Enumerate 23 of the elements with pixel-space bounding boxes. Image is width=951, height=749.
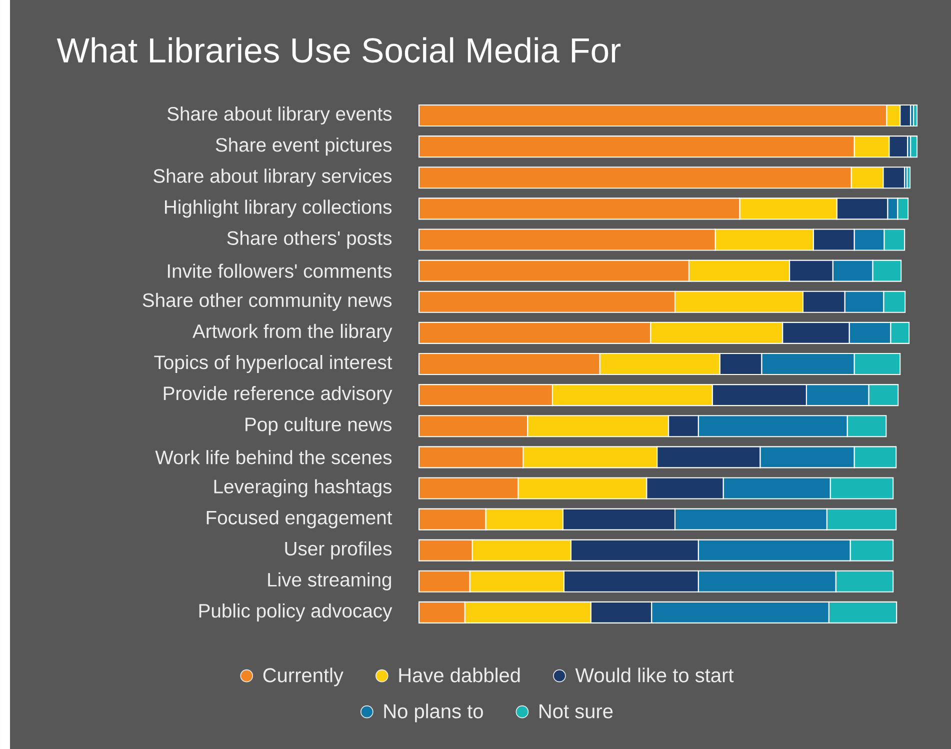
y-tick-label: Highlight library collections <box>165 200 392 218</box>
y-tick-label: Share others' posts <box>227 230 392 249</box>
y-tick-label: Pop culture news <box>246 417 392 436</box>
y-tick-label: Focused engagement <box>206 510 392 528</box>
y-tick-label: User profiles <box>285 541 392 560</box>
y-tick-label: Share other community news <box>142 292 392 311</box>
legend-label: Would like to start <box>575 668 734 682</box>
y-tick-label: Provide reference advisory <box>164 386 392 404</box>
y-tick-label: Share about library services <box>154 168 392 187</box>
y-tick-label: Topics of hyperlocal interest <box>154 354 392 374</box>
y-tick-label: Public policy advocacy <box>199 603 392 622</box>
y-tick-label: Leveraging hashtags <box>214 479 392 498</box>
y-tick-label: Work life behind the scenes <box>155 450 392 464</box>
y-tick-label: Share about library events <box>167 106 392 125</box>
y-tick-label: Invite followers' comments <box>168 264 392 278</box>
y-tick-label: Artwork from the library <box>192 324 392 342</box>
y-tick-label: Live streaming <box>268 572 392 590</box>
legend-label: Have dabbled <box>399 668 520 682</box>
legend-label: Currently <box>263 668 344 686</box>
legend-label: Not sure <box>540 704 613 718</box>
chart-title: What Libraries Use Social Media For <box>56 37 621 63</box>
legend-label: No plans to <box>384 704 483 722</box>
y-tick-label: Share event pictures <box>216 138 392 156</box>
